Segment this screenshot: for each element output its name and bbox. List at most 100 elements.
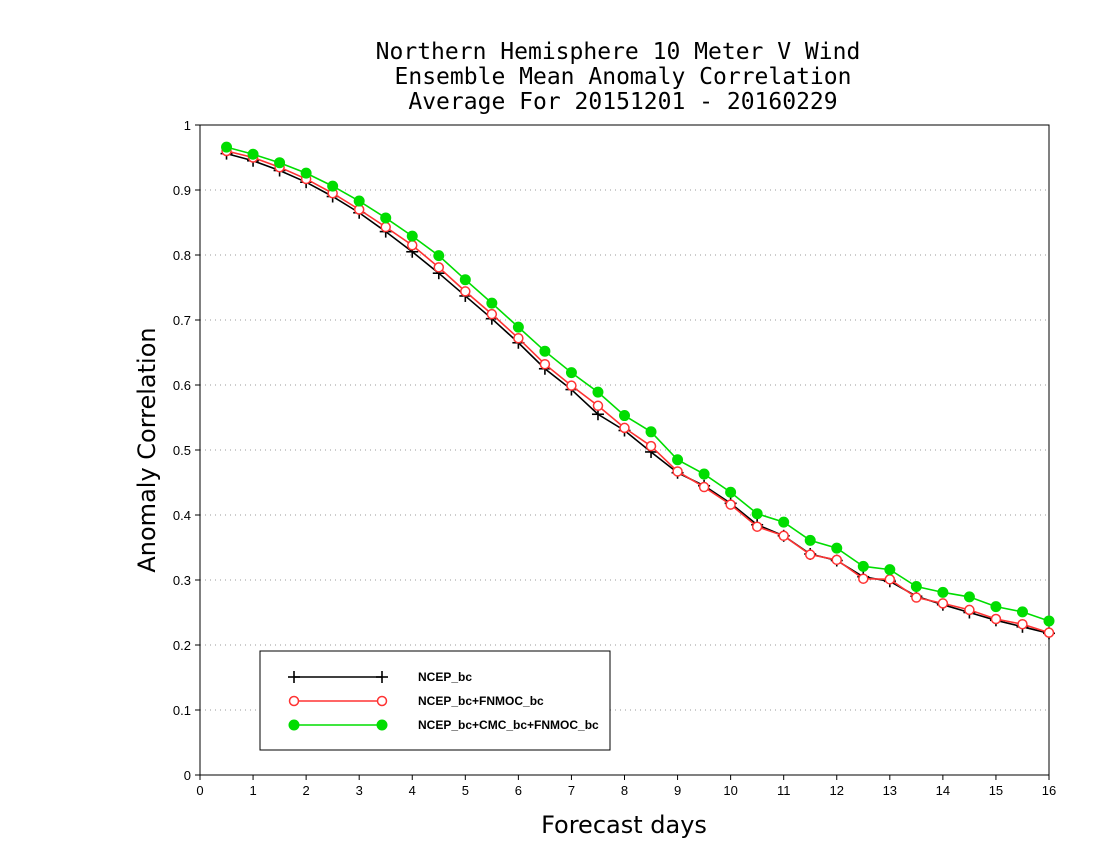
data-point <box>247 148 259 160</box>
chart-title: Northern Hemisphere 10 Meter V Wind Ense… <box>376 39 861 115</box>
data-point <box>539 345 551 357</box>
data-point <box>619 422 630 434</box>
x-tick-label: 14 <box>936 783 950 798</box>
data-point <box>725 499 736 510</box>
y-tick-label: 0.6 <box>173 378 191 393</box>
data-point <box>1017 618 1028 630</box>
data-point <box>1043 627 1055 638</box>
series-line-0 <box>226 152 1050 635</box>
x-tick-label: 10 <box>723 783 737 798</box>
grid <box>200 189 1049 711</box>
data-point <box>539 358 551 370</box>
data-point <box>407 240 418 251</box>
x-tick-label: 12 <box>830 783 844 798</box>
data-point <box>672 454 684 466</box>
legend-marker <box>288 695 300 707</box>
y-tick-label: 0.2 <box>173 638 191 653</box>
data-point <box>725 486 737 498</box>
x-tick-label: 11 <box>777 783 791 798</box>
x-tick-label: 4 <box>409 783 416 798</box>
series-0 <box>220 147 1055 640</box>
x-tick-label: 8 <box>621 783 628 798</box>
x-tick-label: 9 <box>674 783 681 798</box>
y-axis-title: Anomaly Correlation <box>133 327 161 572</box>
data-point <box>990 601 1002 613</box>
y-tick-label: 0.4 <box>173 508 191 523</box>
data-point <box>380 221 391 233</box>
series-line-2 <box>226 146 1050 622</box>
data-point <box>1016 606 1028 618</box>
data-point <box>672 466 683 477</box>
series-line-1 <box>226 150 1050 634</box>
legend-marker <box>288 671 300 683</box>
data-point <box>831 554 842 566</box>
x-tick-label: 3 <box>356 783 363 798</box>
title-line-1: Northern Hemisphere 10 Meter V Wind <box>376 39 861 65</box>
data-point <box>353 195 365 207</box>
series-1 <box>221 145 1055 638</box>
data-point <box>910 581 922 592</box>
x-tick-label: 6 <box>515 783 522 798</box>
data-point <box>884 574 896 585</box>
data-point <box>619 410 630 422</box>
y-tick-label: 0.8 <box>173 248 191 263</box>
data-point <box>327 180 339 192</box>
data-point <box>751 521 763 532</box>
data-point <box>698 481 710 493</box>
legend-item-2: NCEP_bc+CMC_bc+FNMOC_bc <box>288 718 599 732</box>
legend-marker <box>376 671 388 683</box>
legend-marker <box>288 719 300 731</box>
legend-label: NCEP_bc+CMC_bc+FNMOC_bc <box>418 718 599 732</box>
data-point <box>937 586 949 598</box>
y-tick-label: 0 <box>184 768 191 783</box>
x-tick-label: 13 <box>883 783 897 798</box>
x-axis-title: Forecast days <box>541 811 707 839</box>
data-point <box>513 332 524 344</box>
legend-item-0: NCEP_bc <box>288 670 472 684</box>
data-point <box>990 613 1002 625</box>
x-tick-label: 5 <box>462 783 469 798</box>
x-tick-label: 2 <box>303 783 310 798</box>
x-tick-label: 7 <box>568 783 575 798</box>
data-point <box>433 250 445 262</box>
data-point <box>751 508 763 520</box>
series-layer <box>220 141 1055 640</box>
data-point <box>804 549 816 560</box>
data-point <box>858 573 869 584</box>
y-tick-label: 1 <box>184 118 191 133</box>
data-point <box>911 592 922 603</box>
data-point <box>460 286 471 297</box>
data-point <box>592 386 604 398</box>
y-tick-label: 0.1 <box>173 703 191 718</box>
data-point <box>565 367 577 379</box>
data-point <box>221 141 233 153</box>
title-line-2: Ensemble Mean Anomaly Correlation <box>395 64 852 90</box>
legend-marker <box>376 695 388 707</box>
y-tick-label: 0.3 <box>173 573 191 588</box>
x-axis: 0 1 2 3 4 5 6 7 8 9 10 11 12 13 14 15 16 <box>196 775 1056 798</box>
data-point <box>698 468 710 480</box>
data-point <box>963 591 975 603</box>
data-point <box>592 400 604 412</box>
x-tick-label: 0 <box>196 783 203 798</box>
data-point <box>645 426 657 438</box>
data-point <box>406 230 418 242</box>
data-point <box>645 440 657 452</box>
data-point <box>884 564 896 576</box>
x-tick-label: 16 <box>1042 783 1056 798</box>
y-tick-label: 0.5 <box>173 443 191 458</box>
data-point <box>486 308 498 320</box>
data-point <box>778 530 789 542</box>
data-point <box>964 604 975 616</box>
legend-label: NCEP_bc+FNMOC_bc <box>418 694 544 708</box>
data-point <box>486 297 498 309</box>
legend-label: NCEP_bc <box>418 670 472 684</box>
series-2 <box>221 141 1055 627</box>
data-point <box>380 212 392 224</box>
y-tick-label: 0.7 <box>173 313 191 328</box>
x-tick-label: 15 <box>989 783 1003 798</box>
data-point <box>459 274 471 286</box>
data-point <box>937 598 949 609</box>
data-point <box>831 542 843 554</box>
